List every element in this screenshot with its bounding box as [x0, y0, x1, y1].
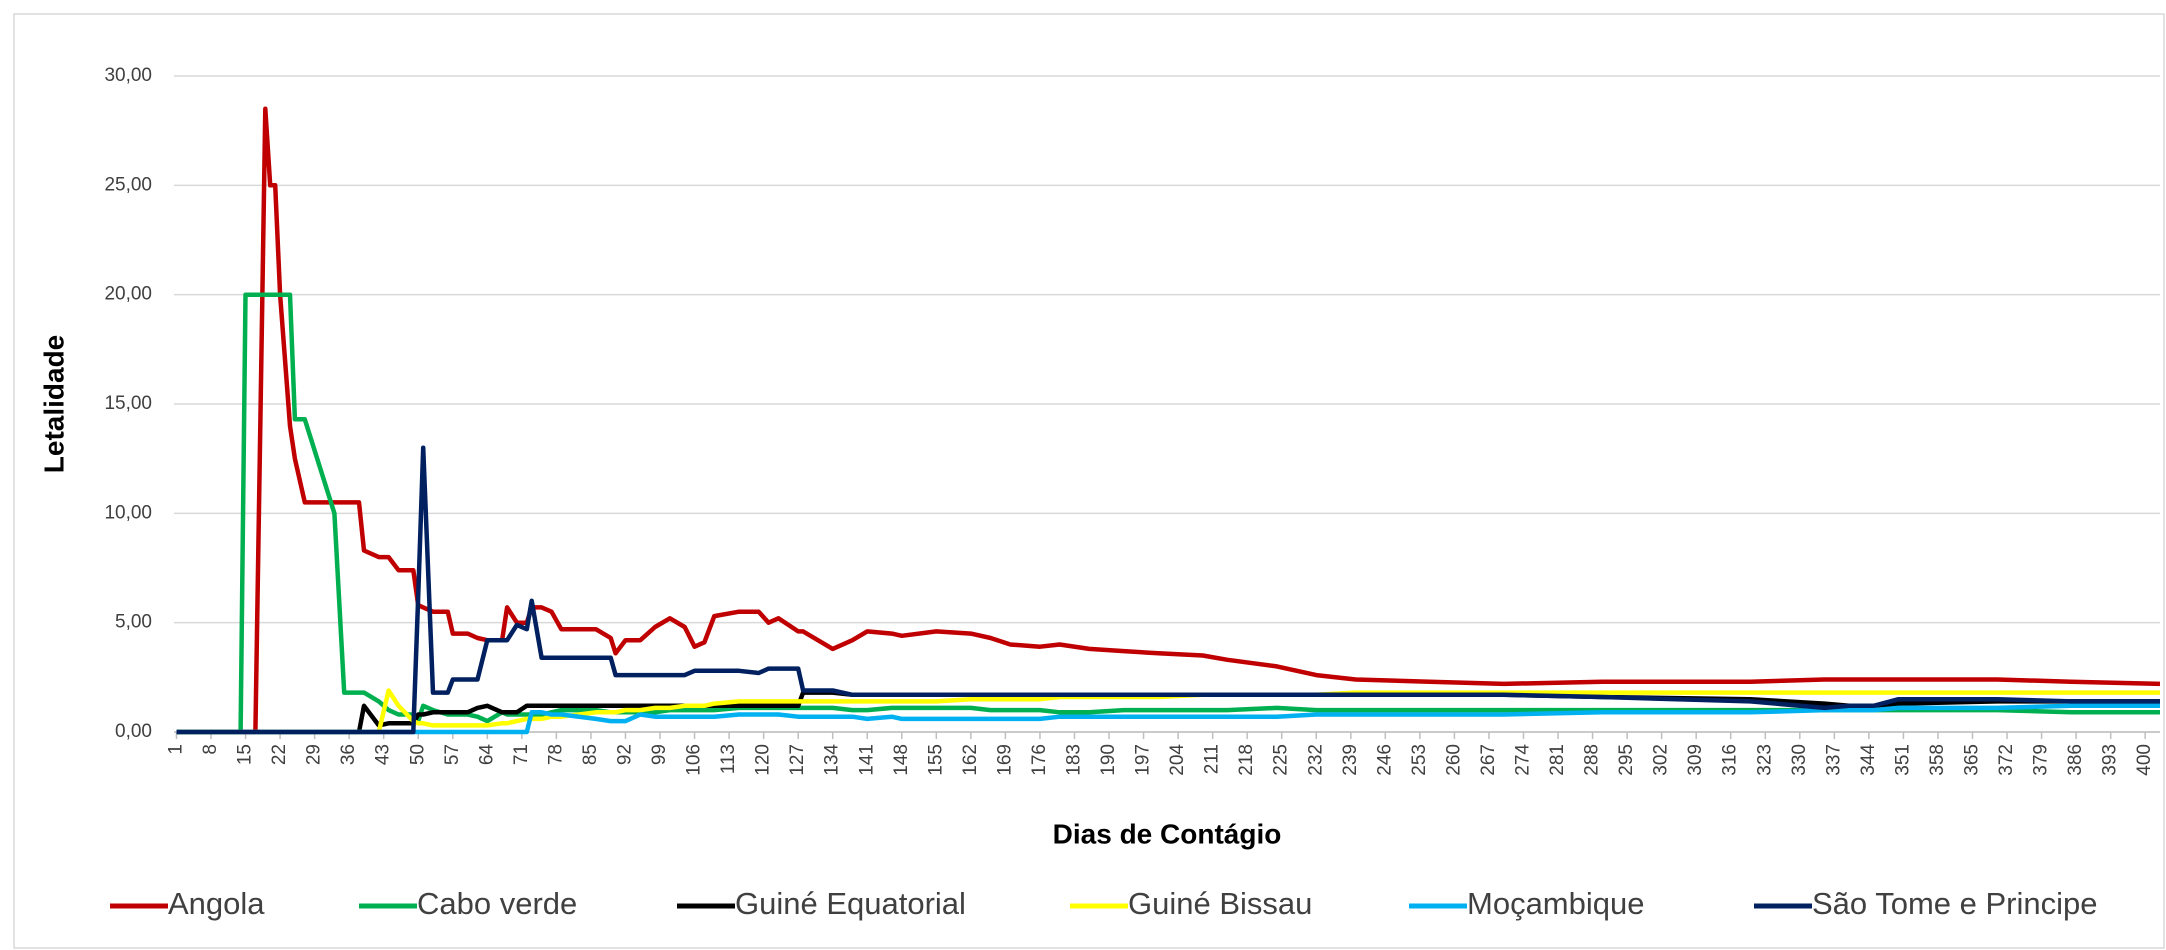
x-tick-label: 50	[407, 744, 428, 765]
x-tick-label: 155	[925, 744, 946, 776]
x-tick-label: 134	[822, 744, 843, 776]
x-tick-label: 183	[1064, 744, 1085, 776]
y-tick-label: 0,00	[115, 721, 152, 742]
legend-label: São Tome e Principe	[1812, 886, 2097, 921]
series-line	[176, 292, 2160, 735]
x-tick-label: 127	[787, 744, 808, 776]
x-tick-label: 393	[2100, 744, 2121, 776]
x-tick-label: 323	[1754, 744, 1775, 776]
x-tick-label: 148	[891, 744, 912, 776]
x-tick-label: 22	[269, 744, 290, 765]
x-tick-label: 274	[1513, 744, 1534, 776]
x-tick-label: 92	[614, 744, 635, 765]
x-tick-label: 99	[649, 744, 670, 765]
legend-label: Guiné Equatorial	[735, 886, 966, 921]
x-tick-label: 281	[1547, 744, 1568, 776]
x-tick-label: 57	[442, 744, 463, 765]
x-tick-label: 218	[1236, 744, 1257, 776]
y-tick-label: 20,00	[104, 284, 152, 305]
y-tick-label: 30,00	[104, 65, 152, 86]
y-tick-label: 10,00	[104, 502, 152, 523]
x-tick-label: 253	[1409, 744, 1430, 776]
series-line	[176, 445, 2160, 735]
x-tick-label: 8	[200, 744, 221, 755]
legend-label: Moçambique	[1467, 886, 1644, 921]
x-tick-label: 15	[235, 744, 256, 765]
x-tick-label: 351	[1892, 744, 1913, 776]
x-tick-label: 176	[1029, 744, 1050, 776]
x-tick-label: 169	[994, 744, 1015, 776]
x-tick-label: 309	[1685, 744, 1706, 776]
chart-frame	[13, 13, 2165, 949]
x-tick-label: 337	[1823, 744, 1844, 776]
x-tick-label: 120	[753, 744, 774, 776]
x-tick-label: 302	[1651, 744, 1672, 776]
x-tick-label: 71	[511, 744, 532, 765]
x-tick-label: 288	[1582, 744, 1603, 776]
x-tick-label: 260	[1443, 744, 1464, 776]
x-tick-label: 106	[684, 744, 705, 776]
y-tick-label: 25,00	[104, 174, 152, 195]
x-tick-label: 211	[1202, 744, 1223, 774]
x-tick-label: 232	[1305, 744, 1326, 776]
x-tick-label: 197	[1133, 744, 1154, 776]
x-tick-label: 64	[476, 744, 497, 766]
x-tick-label: 239	[1340, 744, 1361, 776]
x-tick-label: 190	[1098, 744, 1119, 776]
x-tick-label: 295	[1616, 744, 1637, 776]
x-tick-label: 36	[338, 744, 359, 765]
x-tick-label: 358	[1927, 744, 1948, 776]
x-tick-label: 204	[1167, 744, 1188, 776]
legend-label: Guiné Bissau	[1128, 886, 1312, 921]
x-tick-label: 330	[1789, 744, 1810, 776]
x-tick-label: 85	[580, 744, 601, 765]
x-tick-label: 267	[1478, 744, 1499, 776]
x-tick-label: 316	[1720, 744, 1741, 776]
legend-label: Cabo verde	[417, 886, 577, 921]
x-tick-label: 386	[2065, 744, 2086, 776]
x-tick-label: 29	[304, 744, 325, 765]
x-tick-label: 113	[718, 744, 739, 774]
x-tick-label: 365	[1962, 744, 1983, 776]
y-axis-title: Letalidade	[38, 335, 69, 473]
x-tick-label: 141	[856, 744, 877, 776]
x-tick-label: 344	[1858, 744, 1879, 776]
y-tick-label: 5,00	[115, 612, 152, 633]
legend-label: Angola	[168, 886, 265, 921]
x-tick-label: 43	[373, 744, 394, 765]
x-tick-label: 78	[545, 744, 566, 765]
x-tick-label: 1	[165, 744, 186, 755]
x-tick-label: 400	[2134, 744, 2155, 776]
x-tick-label: 372	[1996, 744, 2017, 776]
x-tick-label: 162	[960, 744, 981, 776]
x-tick-label: 225	[1271, 744, 1292, 776]
x-tick-label: 246	[1374, 744, 1395, 776]
x-axis-title: Dias de Contágio	[1053, 818, 1282, 849]
series-line	[176, 106, 2161, 735]
x-tick-label: 379	[2031, 744, 2052, 776]
y-tick-label: 15,00	[104, 393, 152, 414]
